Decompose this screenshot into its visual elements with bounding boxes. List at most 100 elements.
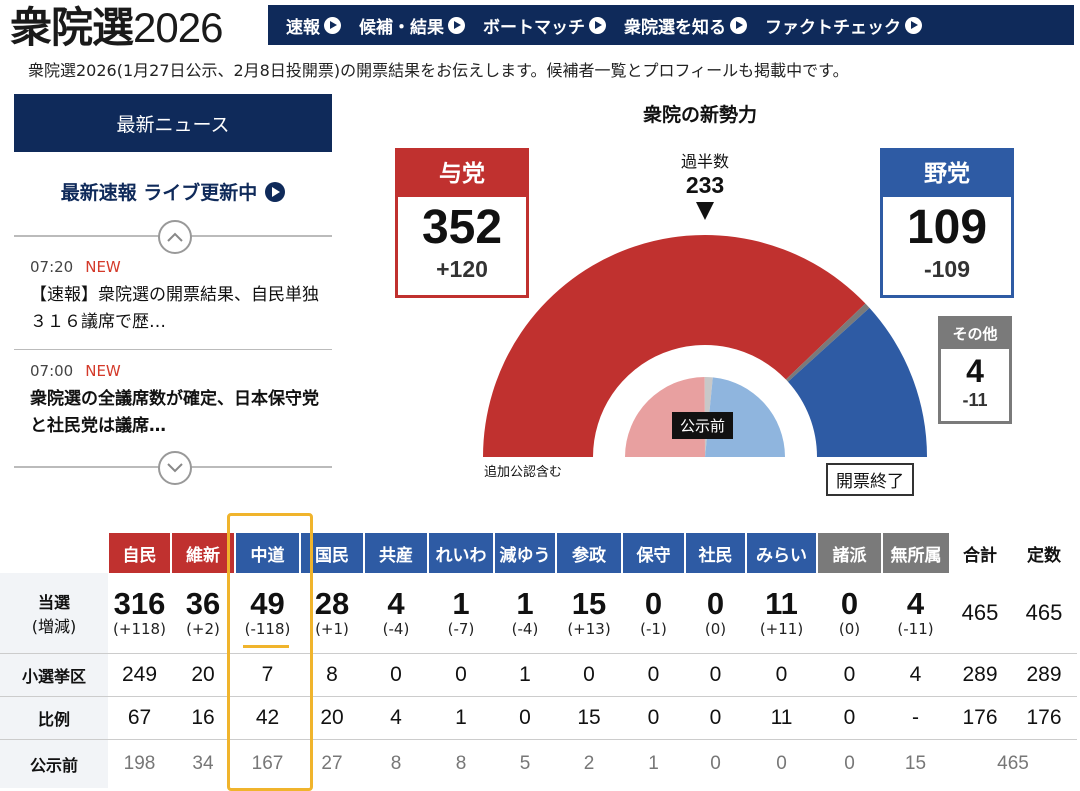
district-cell: 0 — [364, 653, 428, 697]
nav-label: 速報 — [286, 17, 320, 38]
logo-main: 衆院選 — [10, 3, 134, 52]
seats-change: (+11) — [759, 620, 804, 638]
seats-won-cell: 0 (-1) — [622, 573, 685, 654]
pre-cell: 0 — [710, 753, 721, 774]
divider — [14, 349, 332, 350]
pr-cell: 4 — [364, 696, 428, 740]
seats-won: 0 — [644, 586, 663, 621]
pre-cell: 167 — [251, 753, 284, 774]
pr-cell: - — [882, 696, 949, 740]
chevron-down-icon — [167, 463, 183, 473]
seats-won-cell: 4 (-11) — [882, 573, 949, 654]
pr-cell: 67 — [108, 696, 171, 740]
pr-capacity: 176 — [1011, 696, 1077, 740]
main-nav: 速報 候補・結果 ボートマッチ 衆院選を知る ファクトチェック — [268, 5, 1074, 45]
pr-cell: 15 — [556, 696, 622, 740]
news-item[interactable]: 07:00 NEW 衆院選の全議席数が確定、日本保守党と社民党は議席… — [30, 362, 330, 440]
party-header[interactable]: 共産 — [363, 533, 428, 573]
ruling-party-box: 与党 352 +120 — [395, 148, 529, 298]
nav-candidates[interactable]: 候補・結果 — [359, 13, 465, 38]
site-logo[interactable]: 衆院選2026 — [10, 0, 223, 56]
seats-change: (0) — [704, 620, 727, 638]
district-capacity: 289 — [1011, 653, 1077, 697]
nav-label: 衆院選を知る — [624, 17, 726, 38]
party-header[interactable]: れいわ — [427, 533, 494, 573]
district-total: 289 — [949, 653, 1011, 697]
count-status-badge: 開票終了 — [826, 463, 914, 496]
party-header[interactable]: 保守 — [621, 533, 685, 573]
seats-won: 1 — [452, 586, 470, 621]
district-cell: 0 — [817, 653, 882, 697]
majority-label: 過半数 — [680, 152, 729, 171]
pr-cell: 1 — [428, 696, 494, 740]
news-time-row: 07:20 NEW — [30, 258, 330, 276]
other-parties-box: その他 4 -11 — [938, 316, 1012, 424]
nav-sokuho[interactable]: 速報 — [286, 13, 341, 38]
other-label: その他 — [941, 319, 1009, 349]
chart-note: 追加公認含む — [484, 465, 563, 480]
seats-won-cell: 1 (-4) — [494, 573, 556, 654]
seats-change: (0) — [838, 620, 861, 638]
play-arrow-icon — [324, 16, 341, 34]
seats-change: (+2) — [186, 620, 220, 638]
nav-vote-match[interactable]: ボートマッチ — [483, 13, 606, 38]
total-header: 合計 — [963, 545, 997, 566]
pre-cell: 0 — [844, 753, 855, 774]
seats-won: 49 — [250, 586, 285, 621]
district-cell: 249 — [108, 653, 171, 697]
pre-cell: 1 — [648, 753, 659, 774]
seats-won-cell: 11 (+11) — [746, 573, 817, 654]
row-label-text: 当選 — [37, 593, 70, 612]
logo-year: 2026 — [133, 4, 223, 51]
party-header[interactable]: 無所属 — [881, 533, 949, 573]
seats-won: 36 — [185, 586, 221, 621]
party-header[interactable]: 参政 — [555, 533, 622, 573]
news-item[interactable]: 07:20 NEW 【速報】衆院選の開票結果、自民単独３１６議席で歴… — [30, 258, 330, 336]
seats-won-cell: 36 (+2) — [171, 573, 235, 654]
nav-label: ファクトチェック — [765, 17, 901, 38]
district-cell: 0 — [428, 653, 494, 697]
district-cell: 0 — [746, 653, 817, 697]
seats-change: (+118) — [113, 620, 166, 638]
seats-change: (-4) — [382, 620, 410, 638]
opposition-change: -109 — [923, 256, 971, 282]
nav-fact-check[interactable]: ファクトチェック — [765, 13, 922, 38]
party-header[interactable]: 社民 — [684, 533, 746, 573]
capacity-header: 定数 — [1027, 545, 1061, 566]
seats-change: (+13) — [567, 620, 611, 638]
district-cell: 4 — [882, 653, 949, 697]
seats-won-cell: 49 (-118) — [235, 573, 300, 654]
opposition-box: 野党 109 -109 — [880, 148, 1014, 298]
live-update-link[interactable]: 最新速報 ライブ更新中 — [14, 178, 332, 205]
ruling-change: +120 — [436, 256, 488, 282]
ruling-label: 与党 — [398, 151, 526, 197]
pre-election-label: 公示前 — [672, 412, 734, 439]
party-header[interactable]: 維新 — [170, 533, 235, 573]
news-time: 07:00 — [30, 362, 74, 380]
party-header[interactable]: 減ゆう — [493, 533, 556, 573]
pr-cell: 0 — [622, 696, 685, 740]
seats-won: 28 — [314, 586, 350, 621]
pre-total: 465 — [997, 753, 1029, 774]
seats-won: 316 — [113, 586, 166, 621]
row-label-pre: 公示前 — [0, 739, 108, 788]
pr-cell: 11 — [746, 696, 817, 740]
scroll-up-button[interactable] — [158, 220, 192, 254]
play-arrow-icon — [265, 181, 286, 202]
news-time-row: 07:00 NEW — [30, 362, 330, 380]
pr-cell: 42 — [235, 696, 300, 740]
pr-cell: 0 — [685, 696, 746, 740]
party-header[interactable]: 中道 — [234, 533, 300, 573]
district-cell: 1 — [494, 653, 556, 697]
scroll-down-button[interactable] — [158, 451, 192, 485]
pre-cell: 8 — [455, 753, 467, 774]
party-header[interactable]: 諸派 — [816, 533, 882, 573]
party-header[interactable]: みらい — [745, 533, 817, 573]
seat-segment — [787, 307, 927, 457]
nav-learn[interactable]: 衆院選を知る — [624, 13, 747, 38]
row-label-won: 当選 (増減) — [0, 573, 108, 654]
party-header[interactable]: 自民 — [107, 533, 171, 573]
chart-title: 衆院の新勢力 — [642, 104, 757, 126]
other-seats: 4 — [966, 353, 984, 389]
majority-value: 233 — [685, 172, 725, 198]
